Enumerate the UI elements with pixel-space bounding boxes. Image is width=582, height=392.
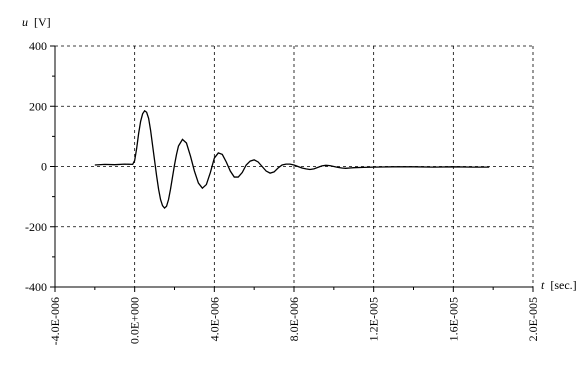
ticks <box>50 45 534 292</box>
y-tick-labels: -400 -200 0 200 400 <box>25 39 47 294</box>
x-tick-label: 4.0E-006 <box>207 297 221 341</box>
x-tick-label: 0.0E+000 <box>128 297 142 344</box>
x-tick-label: 1.2E-005 <box>367 297 381 341</box>
x-tick-label: -4.0E-006 <box>48 297 62 345</box>
series-layer <box>94 109 490 210</box>
y-tick-label: -200 <box>25 220 47 234</box>
y-tick-label: 200 <box>29 99 47 113</box>
x-axis-unit: [sec.] <box>550 278 576 292</box>
x-tick-label: 8.0E-006 <box>287 297 301 341</box>
y-tick-label: 0 <box>41 160 47 174</box>
x-tick-label: 2.0E-005 <box>526 297 540 341</box>
x-tick-labels: -4.0E-006 0.0E+000 4.0E-006 8.0E-006 1.2E-00… <box>48 297 540 345</box>
y-axis-title: u [V] <box>22 15 51 29</box>
x-tick-label: 1.6E-005 <box>446 297 460 341</box>
series-line <box>94 109 490 210</box>
y-tick-label: 400 <box>29 39 47 53</box>
x-axis-var: t <box>541 278 545 292</box>
x-axis-title: t [sec.] <box>541 278 577 292</box>
y-tick-label: -400 <box>25 280 47 294</box>
y-axis-unit: [V] <box>34 15 51 29</box>
y-axis-var: u <box>22 15 28 29</box>
